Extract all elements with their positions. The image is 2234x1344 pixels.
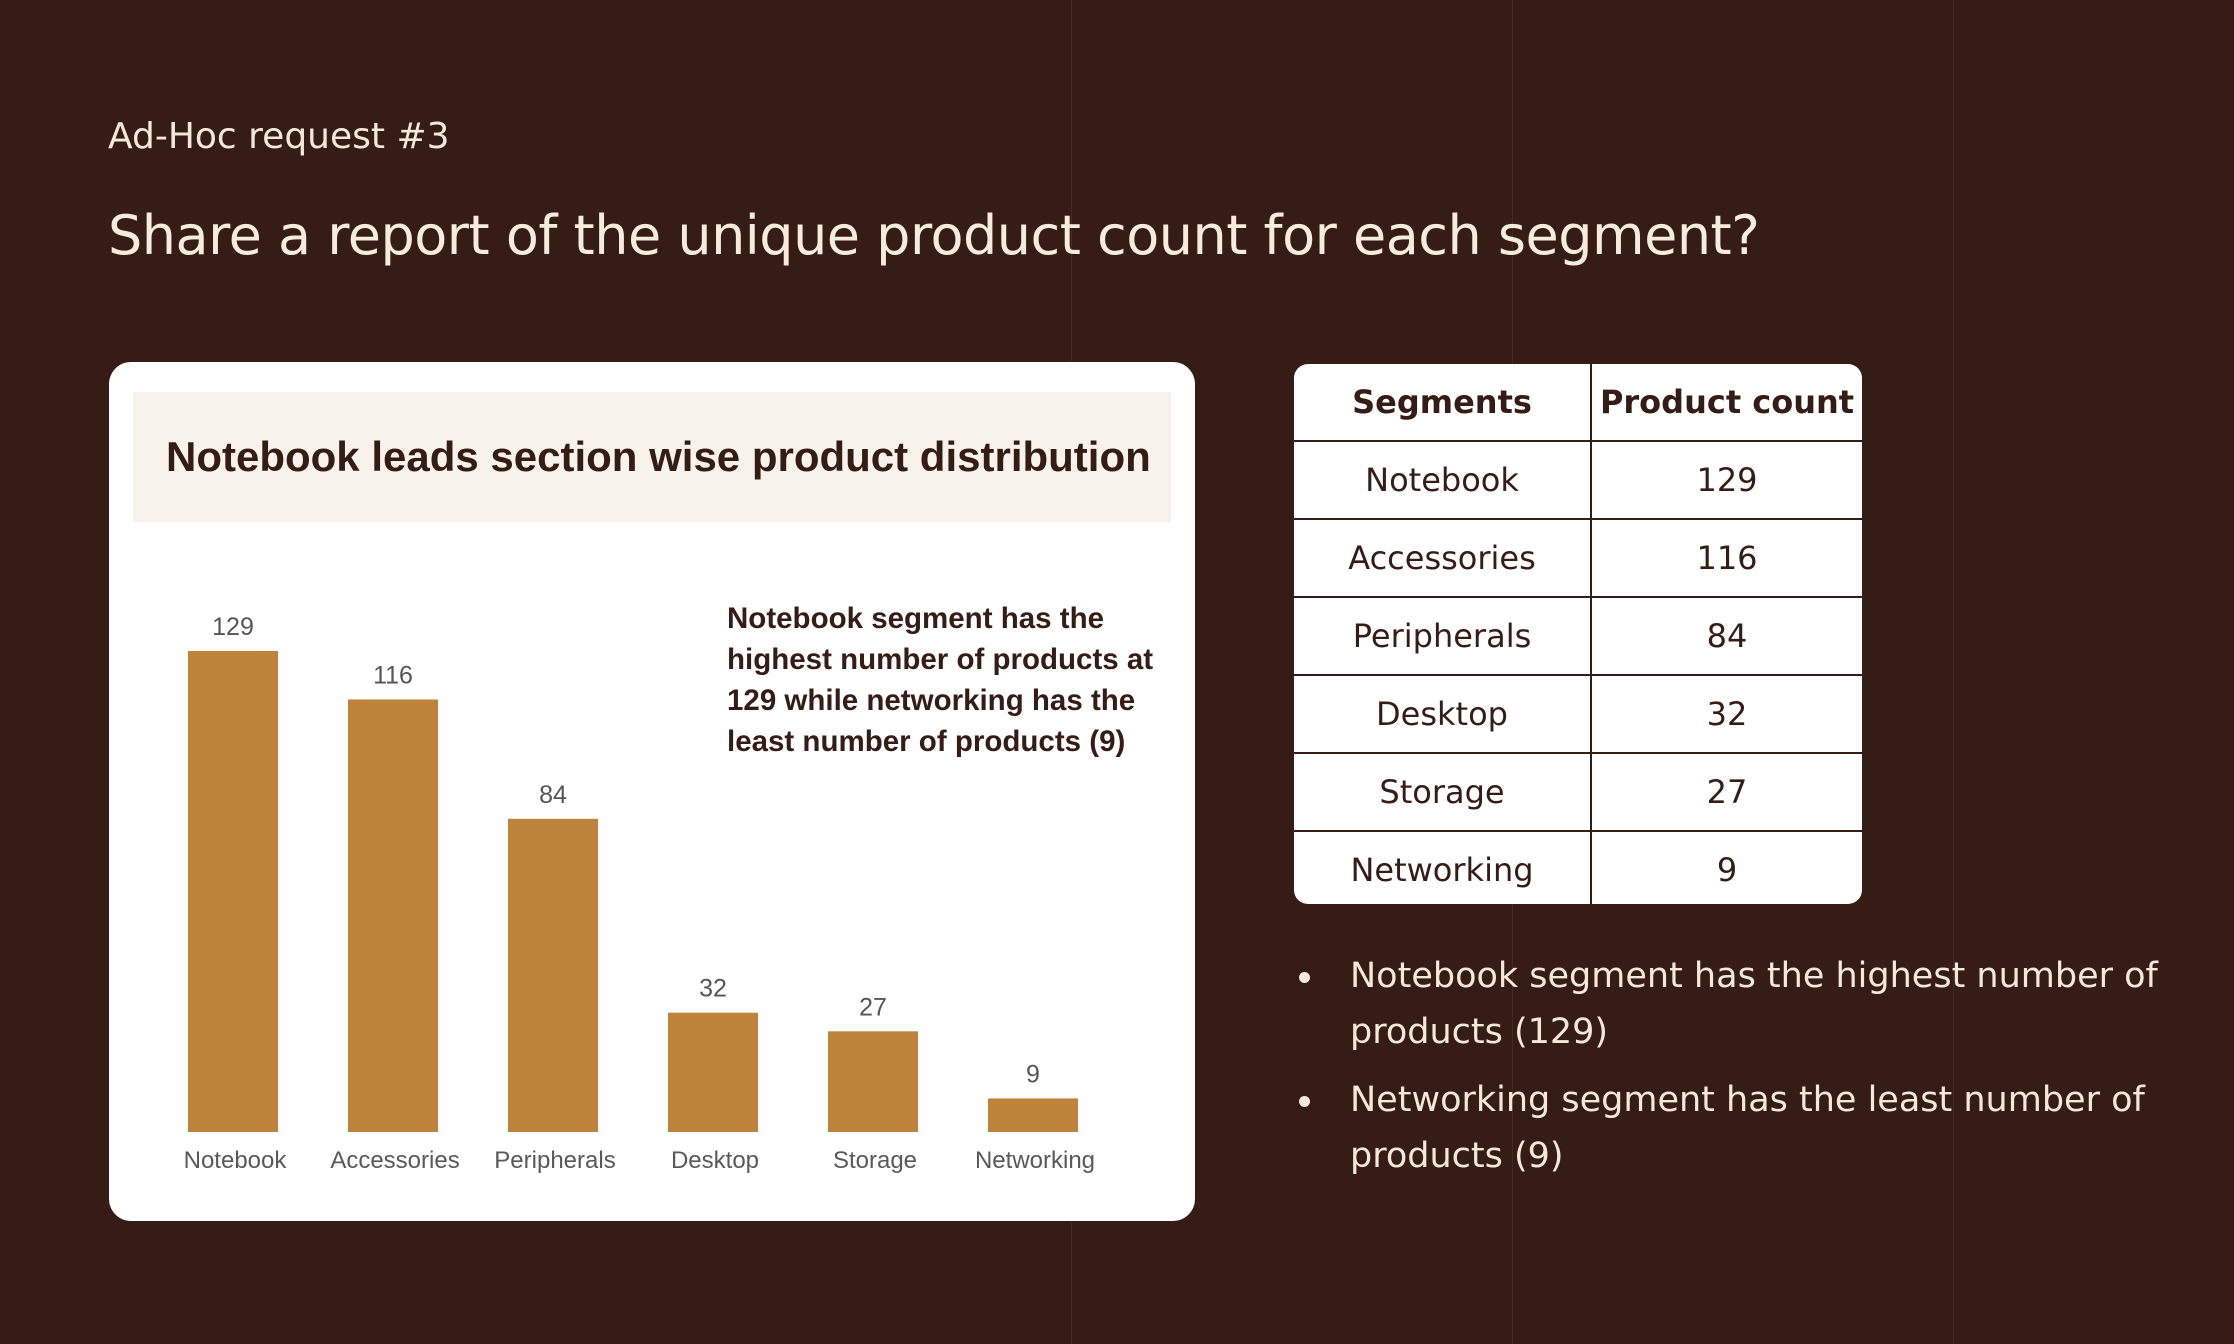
insights-list: Notebook segment has the highest number …	[1294, 948, 2194, 1196]
table-row: Networking 9	[1294, 830, 1862, 904]
bar-notebook	[188, 651, 278, 1132]
background-gridline	[1953, 0, 1954, 1344]
category-label: Networking	[975, 1147, 1095, 1174]
table-row: Accessories 116	[1294, 518, 1862, 597]
segment-cell: Accessories	[1294, 518, 1591, 597]
category-label: Accessories	[330, 1147, 459, 1174]
column-header-product-count: Product count	[1590, 364, 1862, 441]
segment-cell: Storage	[1294, 752, 1591, 831]
request-label: Ad-Hoc request #3	[108, 116, 450, 157]
chart-card: Notebook leads section wise product dist…	[109, 362, 1195, 1221]
count-cell: 84	[1590, 596, 1862, 675]
data-label: 116	[373, 661, 413, 689]
segment-cell: Networking	[1294, 830, 1591, 904]
table-row: Desktop 32	[1294, 674, 1862, 753]
data-label: 9	[1026, 1060, 1040, 1088]
count-cell: 129	[1590, 440, 1862, 519]
bar-networking	[988, 1098, 1078, 1132]
category-label: Desktop	[671, 1147, 759, 1174]
chart-annotation: Notebook segment has the highest number …	[727, 602, 1154, 758]
insight-bullet: Networking segment has the least number …	[1294, 1072, 2194, 1184]
segment-table: Segments Product count Notebook 129 Acce…	[1294, 364, 1862, 904]
table-row: Storage 27	[1294, 752, 1862, 831]
data-label: 129	[212, 613, 254, 641]
segment-cell: Peripherals	[1294, 596, 1591, 675]
chart-title: Notebook leads section wise product dist…	[166, 433, 1151, 480]
count-cell: 27	[1590, 752, 1862, 831]
data-label: 32	[699, 975, 727, 1003]
category-label: Peripherals	[494, 1147, 615, 1174]
count-cell: 32	[1590, 674, 1862, 753]
page-title: Share a report of the unique product cou…	[108, 204, 1760, 267]
segment-cell: Notebook	[1294, 440, 1591, 519]
bar-desktop	[668, 1012, 758, 1132]
category-label: Notebook	[184, 1147, 288, 1174]
data-label: 84	[539, 781, 567, 809]
count-cell: 9	[1590, 830, 1862, 904]
count-cell: 116	[1590, 518, 1862, 597]
bar-storage	[828, 1031, 918, 1132]
chart-header: Notebook leads section wise product dist…	[133, 392, 1171, 522]
insight-bullet: Notebook segment has the highest number …	[1294, 948, 2194, 1060]
category-label: Storage	[833, 1147, 917, 1174]
bar-accessories	[348, 699, 438, 1132]
segment-cell: Desktop	[1294, 674, 1591, 753]
table-row: Peripherals 84	[1294, 596, 1862, 675]
table-header-row: Segments Product count	[1294, 364, 1862, 441]
data-label: 27	[859, 993, 887, 1021]
bar-peripherals	[508, 818, 598, 1132]
table-row: Notebook 129	[1294, 440, 1862, 519]
column-header-segments: Segments	[1352, 383, 1532, 421]
bar-chart: 129 Notebook 116 Accessories 84 Peripherals 32…	[184, 613, 1095, 1174]
